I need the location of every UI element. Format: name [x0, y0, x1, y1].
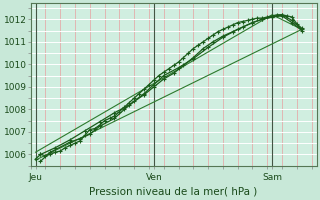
X-axis label: Pression niveau de la mer( hPa ): Pression niveau de la mer( hPa ) — [90, 187, 258, 197]
